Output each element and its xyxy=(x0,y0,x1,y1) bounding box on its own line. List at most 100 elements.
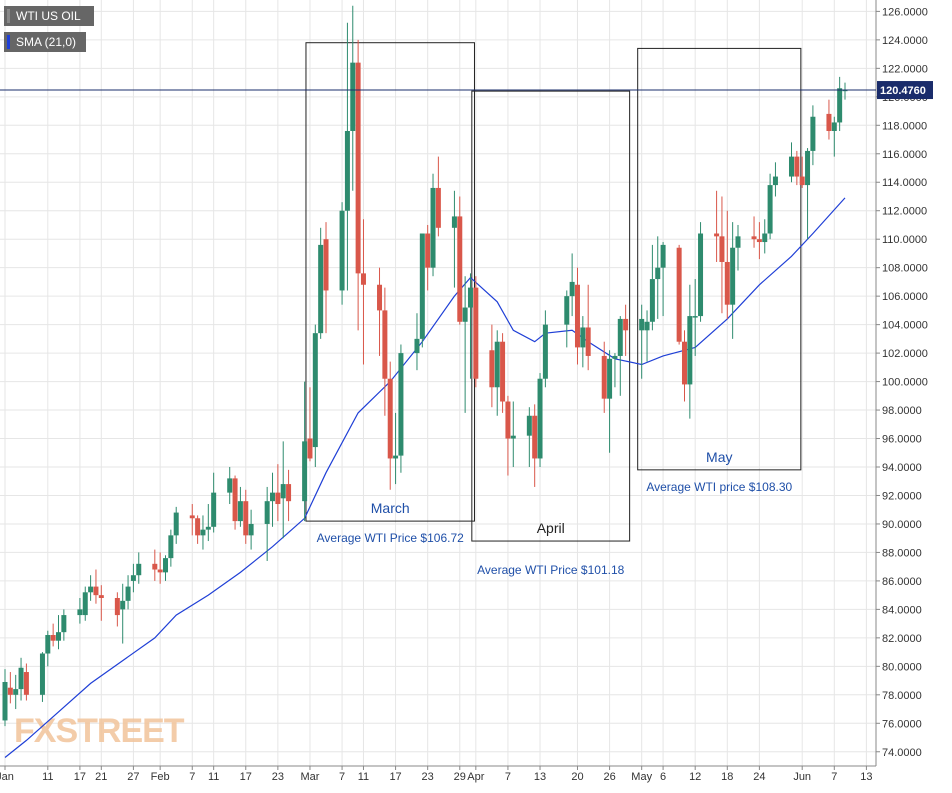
y-tick-label: 104.0000 xyxy=(882,320,928,332)
candle xyxy=(414,313,420,371)
candle xyxy=(360,219,366,365)
candle xyxy=(714,190,720,262)
candle-body xyxy=(500,341,506,402)
candle xyxy=(419,233,425,348)
candle xyxy=(457,196,463,325)
sma-21-line xyxy=(4,197,846,758)
y-tick-label: 98.0000 xyxy=(882,405,922,417)
y-tick-label: 108.0000 xyxy=(882,263,928,275)
candle-body xyxy=(660,244,666,268)
candle xyxy=(510,401,516,468)
candle-body xyxy=(580,327,586,348)
candle-body xyxy=(435,187,441,228)
candle xyxy=(77,597,83,624)
candle xyxy=(719,196,725,314)
candle xyxy=(286,469,292,522)
candle xyxy=(500,333,506,413)
candle xyxy=(676,244,682,345)
candle xyxy=(7,672,13,704)
y-tick-label: 124.0000 xyxy=(882,35,928,47)
candle xyxy=(200,515,206,550)
candle xyxy=(264,486,270,561)
month-box xyxy=(471,90,631,542)
candle xyxy=(462,276,468,413)
x-tick-label: 27 xyxy=(127,771,139,783)
y-tick-label: 110.0000 xyxy=(882,234,927,246)
x-tick-label: 24 xyxy=(753,771,765,783)
candle xyxy=(39,652,45,702)
x-tick-label: Jan xyxy=(0,771,14,783)
candle-body xyxy=(168,535,174,559)
candle-body xyxy=(612,355,618,359)
candle xyxy=(163,555,169,581)
y-tick-label: 96.0000 xyxy=(882,434,922,446)
candle-body xyxy=(114,597,120,616)
candle xyxy=(805,148,811,240)
candle-body xyxy=(430,187,436,268)
candle-body xyxy=(344,130,350,211)
candle-body xyxy=(350,62,356,131)
candle-body xyxy=(676,247,682,342)
grid xyxy=(0,0,876,766)
candle-body xyxy=(82,592,88,616)
candle xyxy=(574,267,580,365)
candle-body xyxy=(77,609,83,616)
y-tick-label: 84.0000 xyxy=(882,604,922,616)
candle xyxy=(698,222,704,322)
x-tick-label: 23 xyxy=(272,771,284,783)
legend-symbol[interactable]: WTI US OIL xyxy=(4,6,94,26)
y-tick-label: 92.0000 xyxy=(882,490,922,502)
candle-body xyxy=(18,667,24,690)
candle-body xyxy=(98,595,104,598)
candle-body xyxy=(130,575,136,581)
candle xyxy=(211,472,217,533)
candle-body xyxy=(205,526,211,530)
y-tick-label: 74.0000 xyxy=(882,747,922,759)
last-price-label: 120.4760 xyxy=(880,85,926,97)
y-tick-label: 86.0000 xyxy=(882,576,922,588)
candle-body xyxy=(762,233,768,243)
x-tick-label: 11 xyxy=(358,771,369,783)
candle xyxy=(152,549,158,581)
candle-body xyxy=(195,518,201,536)
candle xyxy=(339,202,345,305)
candle xyxy=(649,244,655,331)
candle-body xyxy=(826,113,832,131)
candle xyxy=(312,324,318,468)
candle xyxy=(692,279,698,356)
candle xyxy=(307,387,313,462)
month-boxes: March Average WTI Price $106.72 April Avera… xyxy=(305,42,802,577)
candle xyxy=(655,236,661,319)
candle-body xyxy=(23,672,29,695)
candle-body xyxy=(724,261,730,305)
legend-sma[interactable]: SMA (21,0) xyxy=(4,32,86,52)
y-tick-label: 90.0000 xyxy=(882,519,922,531)
candle xyxy=(355,39,361,331)
candle-body xyxy=(649,279,655,322)
candle xyxy=(248,509,254,550)
y-tick-label: 116.0000 xyxy=(882,149,927,161)
month-average-label: Average WTI Price $106.72 xyxy=(317,531,465,545)
candle-body xyxy=(425,233,431,268)
x-tick-label: 17 xyxy=(240,771,252,783)
candle-body xyxy=(467,287,473,308)
candle-body xyxy=(735,236,741,248)
candle xyxy=(532,404,538,487)
last-price-box xyxy=(877,81,933,100)
y-tick-label: 88.0000 xyxy=(882,547,922,559)
candle-body xyxy=(61,615,67,633)
candle-body xyxy=(318,244,324,334)
candle-body xyxy=(227,478,233,493)
candle xyxy=(114,592,120,627)
y-tick-label: 112.0000 xyxy=(882,206,927,218)
candle-body xyxy=(462,307,468,322)
candle xyxy=(601,341,607,413)
candle xyxy=(831,116,837,157)
candle xyxy=(280,441,286,539)
candle xyxy=(430,173,436,277)
legend-symbol-label: WTI US OIL xyxy=(16,9,81,23)
candle-body xyxy=(157,569,163,573)
candle xyxy=(120,583,126,644)
candle-body xyxy=(692,316,698,318)
